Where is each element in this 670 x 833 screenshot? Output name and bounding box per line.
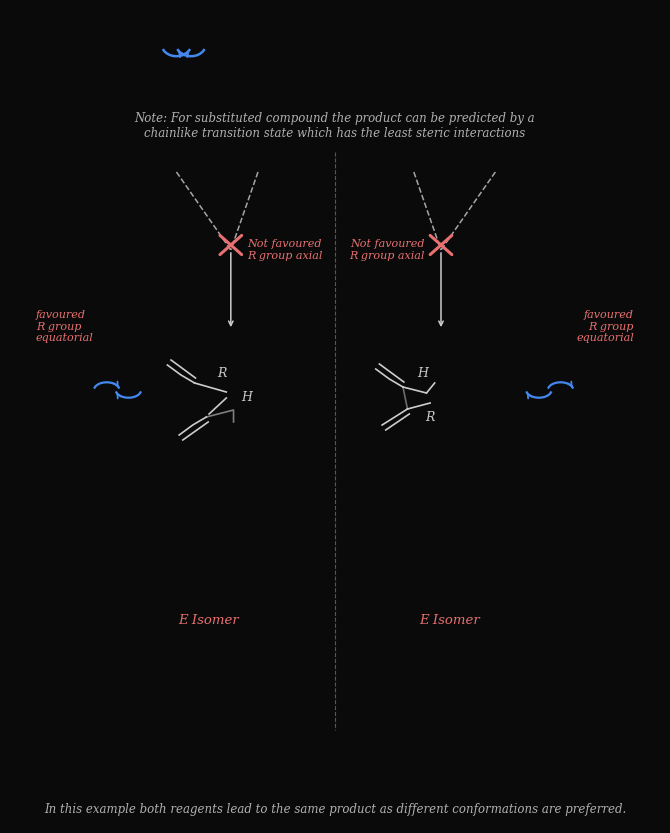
- Text: Note: For substituted compound the product can be predicted by a
chainlike trans: Note: For substituted compound the produ…: [135, 112, 535, 140]
- Text: favoured
R group
equatorial: favoured R group equatorial: [36, 310, 94, 343]
- Text: E Isomer: E Isomer: [419, 613, 480, 626]
- Text: R: R: [217, 367, 226, 380]
- Text: R: R: [425, 411, 435, 423]
- Text: favoured
R group
equatorial: favoured R group equatorial: [576, 310, 634, 343]
- Text: In this example both reagents lead to the same product as different conformation: In this example both reagents lead to th…: [44, 804, 626, 816]
- Text: Not favoured
R group axial: Not favoured R group axial: [349, 239, 425, 261]
- Text: E Isomer: E Isomer: [178, 613, 239, 626]
- Text: H: H: [242, 391, 253, 403]
- Text: H: H: [417, 367, 428, 380]
- Text: Not favoured
R group axial: Not favoured R group axial: [247, 239, 322, 261]
